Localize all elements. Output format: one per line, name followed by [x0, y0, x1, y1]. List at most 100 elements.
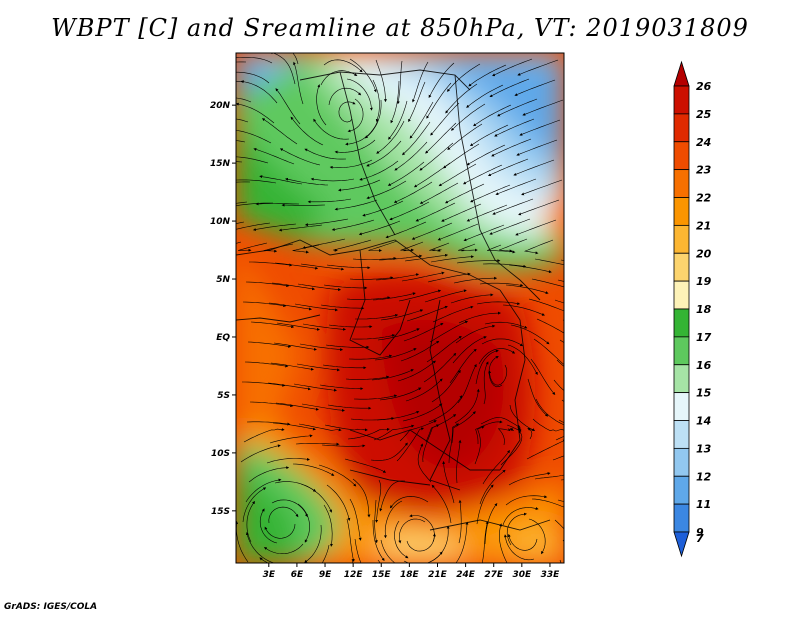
colorbar-label: 13: [696, 442, 712, 455]
colorbar-label: 17: [696, 331, 712, 344]
streamline: [527, 378, 549, 417]
streamline: [427, 272, 471, 283]
streamline: [240, 444, 281, 463]
streamline: [236, 118, 249, 123]
streamline: [323, 59, 363, 73]
lat-tick-label: 10S: [211, 449, 230, 459]
streamline: [329, 159, 373, 169]
streamline: [300, 263, 345, 271]
streamline: [554, 519, 564, 530]
streamline: [346, 78, 373, 111]
streamline: [253, 148, 295, 165]
streamline: [389, 496, 429, 509]
colorbar-label: 14: [696, 415, 711, 428]
streamline: [408, 81, 426, 123]
streamline: [245, 281, 290, 288]
colorbar-swatch: [673, 141, 690, 171]
streamline: [532, 418, 564, 432]
streamline: [388, 100, 408, 140]
streamline: [534, 258, 564, 266]
streamline: [268, 506, 299, 524]
streamline: [470, 184, 511, 203]
streamline: [358, 220, 401, 236]
colorbar-label: 22: [696, 192, 712, 205]
streamline: [248, 466, 290, 483]
streamline: [403, 322, 444, 342]
streamline: [346, 296, 391, 300]
streamline: [296, 363, 341, 372]
streamline: [334, 199, 378, 211]
colorbar-label: 18: [696, 303, 712, 316]
streamline: [492, 198, 534, 215]
streamline: [400, 241, 424, 252]
streamline: [428, 62, 455, 99]
streamline: [377, 328, 420, 341]
streamline: [355, 313, 399, 320]
streamline: [424, 289, 467, 303]
streamline: [263, 243, 294, 253]
streamline: [442, 460, 455, 504]
streamline: [479, 469, 506, 505]
streamline: [554, 299, 564, 304]
streamline: [379, 387, 422, 401]
streamline: [302, 238, 346, 249]
streamline: [450, 103, 486, 131]
streamline: [468, 64, 507, 87]
streamline: [298, 423, 342, 432]
streamline: [555, 435, 564, 441]
streamline: [273, 342, 317, 351]
streamline: [362, 200, 404, 217]
streamline: [372, 79, 380, 123]
streamline: [516, 139, 558, 156]
streamline: [559, 339, 564, 343]
streamline: [327, 404, 372, 410]
streamline: [458, 243, 478, 252]
streamline: [441, 203, 482, 222]
streamline: [292, 463, 335, 476]
streamline: [322, 364, 367, 370]
streamline: [325, 344, 370, 349]
streamline: [385, 221, 427, 239]
streamline: [347, 98, 364, 133]
streamline: [507, 344, 538, 375]
lat-tick-label: 5S: [217, 391, 230, 401]
streamline: [431, 484, 452, 524]
streamline: [527, 427, 533, 440]
colorbar-swatch-bottom: [673, 531, 690, 558]
streamline: [263, 543, 304, 555]
streamline: [518, 199, 560, 216]
streamline: [438, 163, 477, 187]
streamline: [506, 512, 527, 546]
streamline: [242, 381, 286, 387]
streamline: [352, 256, 397, 260]
streamline: [401, 271, 445, 282]
streamline: [246, 421, 291, 426]
streamline: [252, 223, 297, 231]
streamline: [423, 352, 457, 383]
lon-tick-label: 6E: [291, 570, 304, 580]
streamline: [376, 120, 405, 154]
lat-tick-label: 15N: [210, 159, 231, 169]
streamline: [457, 363, 477, 404]
streamline: [351, 334, 396, 340]
colorbar-swatch: [673, 447, 690, 477]
streamline: [500, 430, 523, 466]
streamline: [483, 361, 489, 405]
streamline: [274, 262, 319, 270]
colorbar-label: 23: [696, 164, 712, 177]
lon-tick-label: 12E: [344, 570, 364, 580]
streamline: [476, 301, 521, 306]
streamline: [526, 439, 564, 460]
colorbar-swatch: [673, 308, 690, 338]
streamline: [497, 98, 538, 117]
streamline: [255, 202, 300, 206]
streamline: [510, 324, 550, 345]
streamline: [446, 63, 481, 92]
streamline: [444, 183, 485, 204]
streamline: [236, 181, 251, 183]
streamline: [406, 305, 448, 322]
streamline: [553, 379, 564, 392]
streamline: [267, 382, 311, 391]
streamline: [534, 474, 564, 480]
streamline: [404, 253, 449, 262]
